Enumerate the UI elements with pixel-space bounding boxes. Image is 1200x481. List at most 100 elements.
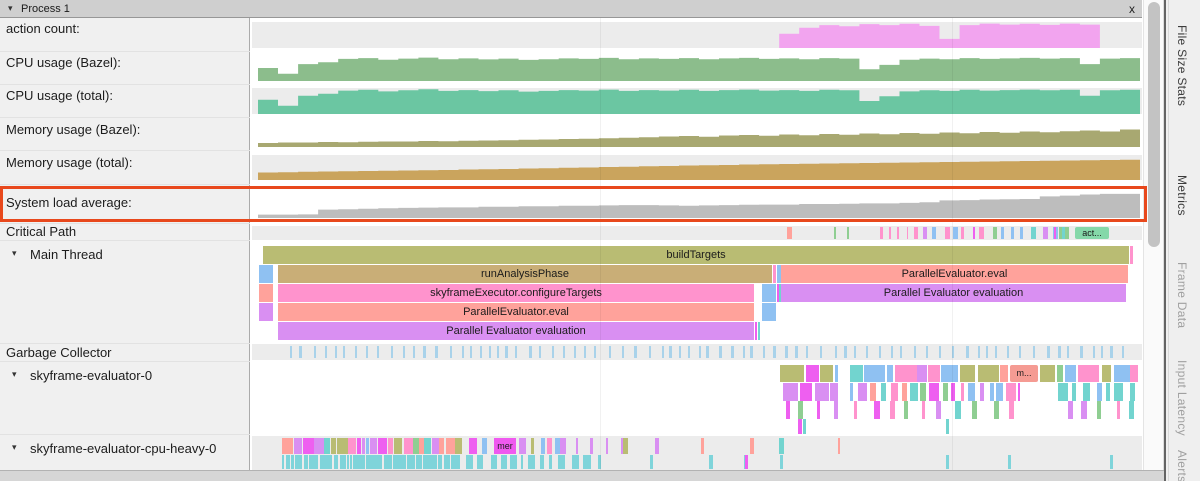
- collapse-icon[interactable]: ▾: [12, 369, 17, 379]
- trace-span[interactable]: ParallelEvaluator.eval: [278, 303, 754, 321]
- trace-tick: [960, 383, 964, 401]
- tab-frame-data[interactable]: Frame Data: [1175, 262, 1189, 329]
- horizontal-scrollbar[interactable]: [0, 470, 1164, 481]
- trace-tick: [909, 383, 919, 401]
- trace-tick: [920, 383, 926, 401]
- memory-usage-bazel-strip[interactable]: [252, 122, 1142, 147]
- trace-tick: [399, 455, 407, 469]
- trace-tick: [815, 383, 829, 401]
- skyframe-evaluator-cpu-heavy-0-strip[interactable]: mer: [252, 436, 1142, 470]
- trace-tick: [890, 401, 895, 419]
- trace-tick: [966, 346, 969, 358]
- trace-tick: [582, 455, 591, 469]
- label-skyframe-evaluator-0[interactable]: skyframe-evaluator-0: [30, 368, 153, 383]
- trace-block: [777, 265, 781, 283]
- label-memory-usage-bazel: Memory usage (Bazel):: [6, 122, 141, 137]
- cpu-usage-total-chart[interactable]: [258, 88, 1140, 114]
- memory-usage-total-strip[interactable]: [252, 155, 1142, 180]
- trace-tick: [961, 227, 965, 239]
- trace-tick: [488, 346, 492, 358]
- trace-tick: [678, 346, 681, 358]
- trace-span[interactable]: m...: [1010, 365, 1038, 382]
- trace-tick: [551, 346, 555, 358]
- system-load-average-strip[interactable]: [252, 190, 1142, 218]
- memory-usage-bazel-chart[interactable]: [258, 122, 1140, 147]
- trace-tick: [890, 346, 894, 358]
- trace-tick: [972, 401, 977, 419]
- trace-tick: [954, 401, 961, 419]
- close-icon[interactable]: x: [1129, 2, 1135, 16]
- process-header[interactable]: ▾ Process 1: [0, 0, 1142, 18]
- trace-tick: [1065, 365, 1076, 382]
- label-critical-path: Critical Path: [6, 224, 77, 239]
- trace-tick: [333, 455, 339, 469]
- trace-tick: [439, 438, 444, 454]
- trace-tick: [377, 346, 380, 358]
- trace-tick: [706, 346, 709, 358]
- trace-span[interactable]: Parallel Evaluator evaluation: [781, 284, 1126, 302]
- trace-tick: [406, 455, 415, 469]
- skyframe-evaluator-0-strip[interactable]: m...: [252, 362, 1142, 434]
- trace-tick: [571, 455, 580, 469]
- trace-tick: [443, 455, 451, 469]
- critical-path-strip[interactable]: act...: [252, 226, 1142, 240]
- trace-tick: [309, 455, 319, 469]
- skyframe-evaluator-0-track[interactable]: m...: [258, 362, 1140, 434]
- trace-span[interactable]: mer: [494, 438, 516, 454]
- skyframe-evaluator-cpu-heavy-0-track[interactable]: mer: [258, 436, 1140, 470]
- trace-tick: [850, 365, 863, 382]
- trace-tick: [778, 438, 784, 454]
- trace-tick: [1122, 346, 1125, 358]
- trace-tick: [1110, 346, 1113, 358]
- tab-metrics[interactable]: Metrics: [1175, 175, 1189, 216]
- trace-tick: [992, 227, 998, 239]
- tab-file-size-stats[interactable]: File Size Stats: [1175, 25, 1189, 107]
- trace-span[interactable]: buildTargets: [263, 246, 1129, 264]
- trace-tick: [850, 383, 854, 401]
- trace-tick: [1059, 227, 1063, 239]
- main-thread-track[interactable]: buildTargets runAnalysisPhase ParallelEval…: [258, 243, 1140, 341]
- collapse-icon[interactable]: ▾: [8, 3, 13, 13]
- trace-tick: [972, 227, 976, 239]
- trace-span[interactable]: Parallel Evaluator evaluation: [278, 322, 754, 340]
- critical-path-track[interactable]: act...: [258, 226, 1140, 240]
- trace-tick: [419, 438, 425, 454]
- trace-tick: [989, 383, 994, 401]
- trace-tick: [386, 455, 393, 469]
- trace-tick: [403, 438, 414, 454]
- vertical-scrollbar-thumb[interactable]: [1148, 2, 1160, 247]
- trace-tick: [361, 438, 366, 454]
- trace-tick: [742, 346, 745, 358]
- tab-alerts[interactable]: Alerts: [1175, 450, 1189, 481]
- cpu-usage-bazel-chart[interactable]: [258, 55, 1140, 81]
- label-skyframe-evaluator-cpu-heavy-0[interactable]: skyframe-evaluator-cpu-heavy-0: [30, 441, 217, 456]
- trace-span[interactable]: runAnalysisPhase: [278, 265, 772, 283]
- trace-tick: [819, 346, 823, 358]
- tab-input-latency[interactable]: Input Latency: [1175, 360, 1189, 436]
- trace-tick: [977, 346, 981, 358]
- trace-tick: [573, 346, 576, 358]
- trace-span[interactable]: act...: [1075, 227, 1109, 239]
- main-thread-strip[interactable]: buildTargets runAnalysisPhase ParallelEval…: [252, 243, 1142, 341]
- trace-tick: [977, 365, 1000, 382]
- vertical-scrollbar[interactable]: [1143, 0, 1164, 470]
- trace-tick: [1114, 365, 1131, 382]
- trace-tick: [623, 438, 628, 454]
- trace-tick: [650, 455, 654, 469]
- trace-span[interactable]: skyframeExecutor.configureTargets: [278, 284, 754, 302]
- garbage-collector-track[interactable]: [258, 344, 1140, 360]
- action-count-chart[interactable]: [258, 22, 1140, 48]
- memory-usage-total-chart[interactable]: [258, 155, 1140, 180]
- system-load-average-chart[interactable]: [258, 190, 1140, 218]
- cpu-usage-bazel-strip[interactable]: [252, 55, 1142, 81]
- trace-tick: [780, 455, 783, 469]
- trace-tick: [366, 346, 369, 358]
- trace-span[interactable]: ParallelEvaluator.eval: [781, 265, 1128, 283]
- garbage-collector-strip[interactable]: [252, 344, 1142, 360]
- label-main-thread[interactable]: Main Thread: [30, 247, 103, 262]
- collapse-icon[interactable]: ▾: [12, 248, 17, 258]
- action-count-strip[interactable]: [252, 22, 1142, 48]
- cpu-usage-total-strip[interactable]: [252, 88, 1142, 114]
- collapse-icon[interactable]: ▾: [12, 442, 17, 452]
